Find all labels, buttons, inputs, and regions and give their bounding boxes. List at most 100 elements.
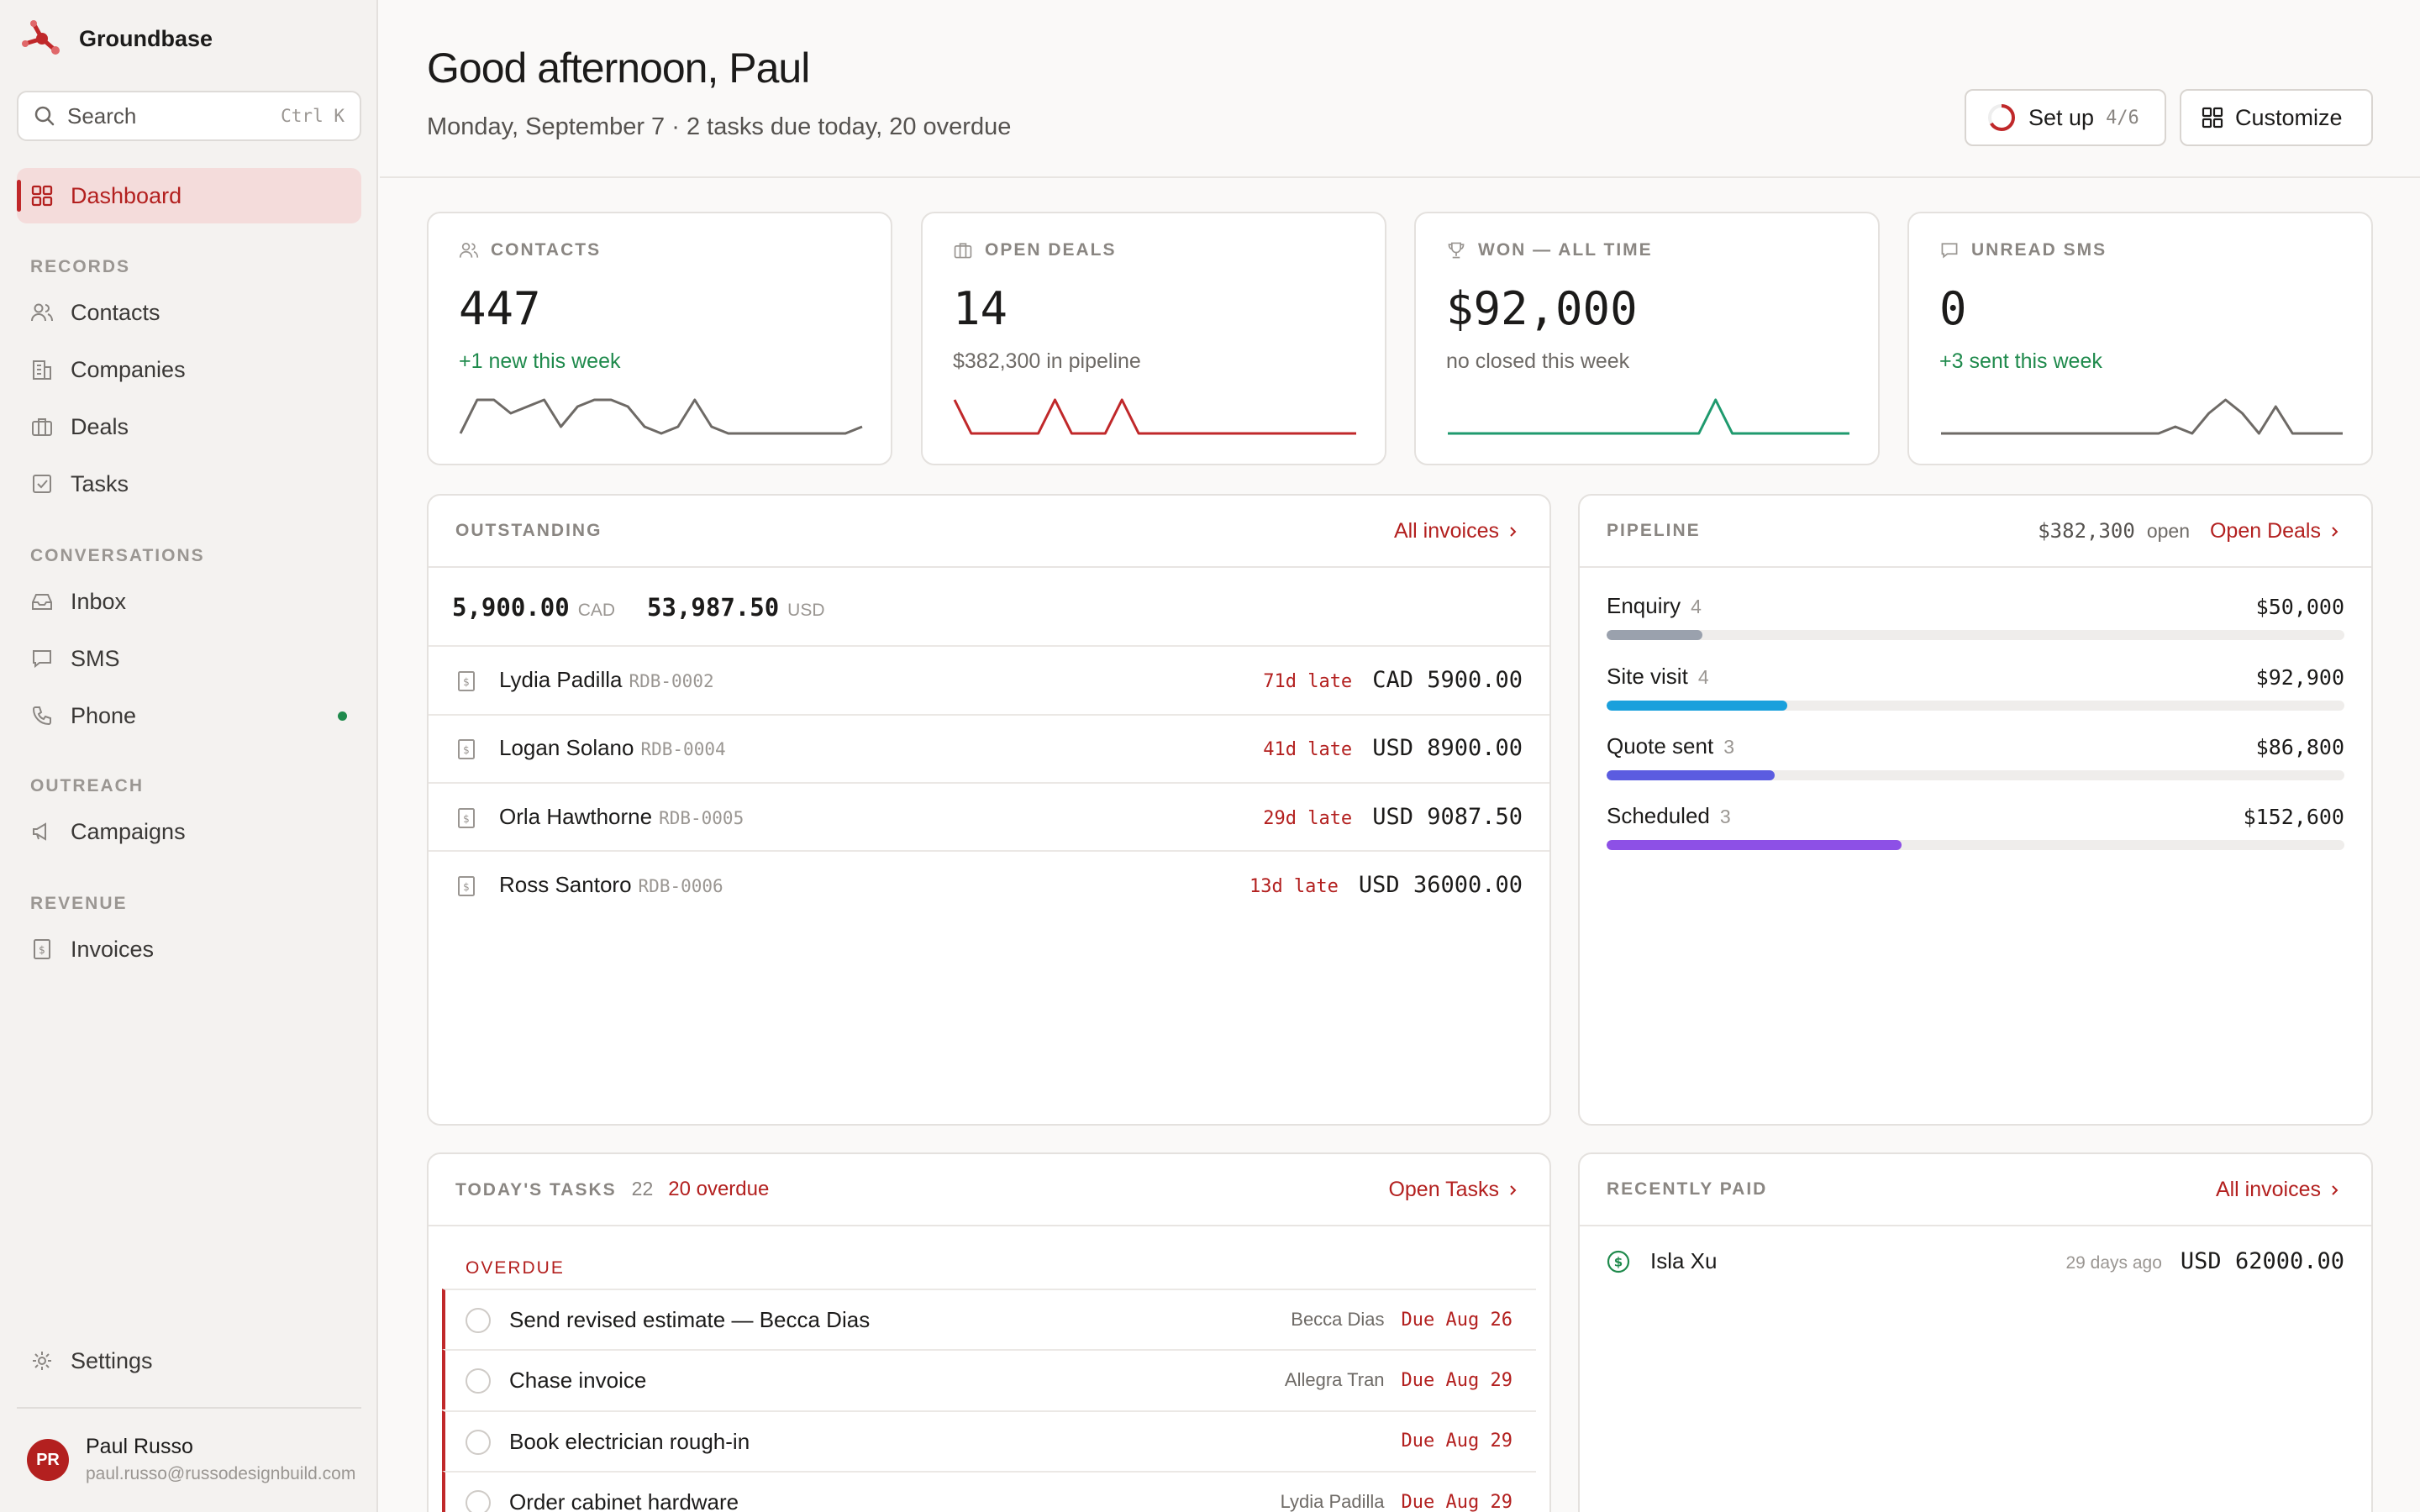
panel-header: OUTSTANDING All invoices xyxy=(429,496,1549,568)
sidebar-item-inbox[interactable]: Inbox xyxy=(30,585,126,618)
task-row[interactable]: Book electrician rough-in Due Aug 29 xyxy=(442,1410,1536,1471)
panel-title: TODAY'S TASKS xyxy=(455,1180,617,1200)
task-row[interactable]: Chase invoice Allegra Tran Due Aug 29 xyxy=(442,1349,1536,1410)
users-icon xyxy=(459,243,479,258)
invoice-row[interactable]: $ Orla Hawthorne RDB-0005 29d late USD 908… xyxy=(429,784,1549,851)
chevron-right-icon xyxy=(1510,526,1517,537)
setup-label: Set up xyxy=(2028,104,2095,130)
sparkline-path xyxy=(459,398,863,435)
sidebar-item-tasks[interactable]: Tasks xyxy=(30,467,129,501)
sidebar-item-label: Contacts xyxy=(71,299,160,325)
phone-icon xyxy=(32,706,51,726)
stage-bar-fill xyxy=(1607,770,1776,780)
pipeline-stage[interactable]: Quote sent 3 $86,800 xyxy=(1607,733,2344,792)
sidebar-item-settings[interactable]: Settings xyxy=(30,1344,153,1378)
panel-header: PIPELINE $382,300 open Open Deals xyxy=(1580,496,2371,568)
pipeline-panel: PIPELINE $382,300 open Open Deals Enquir… xyxy=(1578,494,2373,1126)
trophy-icon xyxy=(1448,242,1465,259)
sidebar-item-sms[interactable]: SMS xyxy=(30,642,120,675)
sidebar-item-label: Inbox xyxy=(71,588,127,614)
pipeline-stage[interactable]: Site visit 4 $92,900 xyxy=(1607,664,2344,722)
sidebar-item-dashboard[interactable]: Dashboard xyxy=(17,168,361,223)
stat-value: 447 xyxy=(459,282,541,335)
task-assignee: Allegra Tran xyxy=(1284,1369,1385,1390)
grid-icon xyxy=(2202,107,2223,129)
page-subtitle: Monday, September 7 · 2 tasks due today,… xyxy=(427,113,1012,140)
svg-text:$: $ xyxy=(463,676,470,688)
building-icon xyxy=(954,243,972,259)
sidebar-item-label: Campaigns xyxy=(71,818,186,844)
pipeline-open-total: $382,300 open xyxy=(2038,519,2190,543)
setup-button[interactable]: Set up 4/6 xyxy=(1965,89,2166,146)
customize-button[interactable]: Customize xyxy=(2180,89,2373,146)
sidebar: Groundbase Search Ctrl K Dashboard RECOR… xyxy=(0,0,378,1512)
task-checkbox[interactable] xyxy=(466,1430,491,1455)
sidebar-item-label: Companies xyxy=(71,356,186,382)
stat-title: CONTACTS xyxy=(491,240,602,260)
open-deals-link[interactable]: Open Deals xyxy=(2210,519,2341,543)
brand[interactable]: Groundbase xyxy=(22,18,213,59)
panel-title: OUTSTANDING xyxy=(455,521,602,540)
stage-count: 4 xyxy=(1697,666,1709,688)
stat-card-open-deals[interactable]: OPEN DEALS 14 $382,300 in pipeline xyxy=(921,212,1386,465)
total-amount: 5,900.00 xyxy=(452,593,570,622)
invoice-icon: $ xyxy=(458,739,475,759)
sparkline xyxy=(953,398,1356,435)
stage-value: $92,900 xyxy=(2255,665,2344,690)
sparkline xyxy=(459,398,863,435)
chevron-right-icon xyxy=(2332,526,2338,537)
sidebar-item-companies[interactable]: Companies xyxy=(30,353,186,386)
search-box[interactable]: Search Ctrl K xyxy=(17,91,361,141)
recently-paid-panel: RECENTLY PAID All invoices $ Isla Xu 29 … xyxy=(1578,1152,2373,1512)
task-checkbox[interactable] xyxy=(466,1308,491,1333)
open-tasks-link[interactable]: Open Tasks xyxy=(1388,1178,1519,1202)
invoice-number: RDB-0006 xyxy=(638,876,723,896)
link-label: Open Deals xyxy=(2209,519,2321,543)
sidebar-item-invoices[interactable]: $ Invoices xyxy=(30,932,154,966)
task-checkbox[interactable] xyxy=(466,1490,491,1512)
sidebar-item-contacts[interactable]: Contacts xyxy=(30,296,160,329)
svg-text:$: $ xyxy=(463,881,470,893)
invoice-row[interactable]: $ Lydia Padilla RDB-0002 71d late CAD 5900… xyxy=(429,647,1549,714)
task-row[interactable]: Order cabinet hardware Lydia Padilla Due … xyxy=(442,1471,1536,1512)
stat-header: WON — ALL TIME xyxy=(1446,240,1653,260)
sidebar-item-phone[interactable]: Phone xyxy=(30,699,136,732)
svg-text:$: $ xyxy=(463,744,470,756)
sidebar-item-deals[interactable]: Deals xyxy=(30,410,129,444)
stat-header: OPEN DEALS xyxy=(953,240,1117,260)
pipeline-stage[interactable]: Scheduled 3 $152,600 xyxy=(1607,803,2344,862)
divider xyxy=(429,850,1549,852)
search-placeholder: Search xyxy=(67,102,137,129)
search-icon xyxy=(34,106,55,126)
pipeline-open-label: open xyxy=(2146,520,2190,542)
paid-row[interactable]: $ Isla Xu 29 days ago USD 62000.00 xyxy=(1607,1245,2344,1285)
invoice-client: Lydia Padilla xyxy=(499,667,623,692)
all-invoices-link[interactable]: All invoices xyxy=(2216,1178,2341,1202)
invoice-icon: $ xyxy=(458,876,475,896)
task-checkbox[interactable] xyxy=(466,1368,491,1394)
invoice-row[interactable]: $ Ross Santoro RDB-0006 13d late USD 36000… xyxy=(429,852,1549,919)
customize-label: Customize xyxy=(2235,104,2343,130)
stage-count: 3 xyxy=(1719,806,1731,827)
stage-bar-track xyxy=(1607,630,2344,640)
invoice-amount: USD 9087.50 xyxy=(1372,804,1523,830)
stat-card-unread-sms[interactable]: UNREAD SMS 0 +3 sent this week xyxy=(1907,212,2373,465)
app-name: Groundbase xyxy=(79,25,213,51)
chat-icon xyxy=(33,650,51,669)
pipeline-open-amount: $382,300 xyxy=(2038,519,2135,543)
pipeline-stage[interactable]: Enquiry 4 $50,000 xyxy=(1607,593,2344,652)
stat-card-contacts[interactable]: CONTACTS 447 +1 new this week xyxy=(427,212,892,465)
stat-card-won[interactable]: WON — ALL TIME $92,000 no closed this we… xyxy=(1414,212,1880,465)
groundbase-logo-icon xyxy=(22,20,60,55)
divider xyxy=(17,1407,361,1409)
sparkline xyxy=(1941,398,2343,435)
invoice-row[interactable]: $ Logan Solano RDB-0004 41d late USD 8900.… xyxy=(429,715,1549,782)
stat-title: WON — ALL TIME xyxy=(1478,240,1653,260)
outstanding-totals: 5,900.00 CAD 53,987.50 USD xyxy=(452,593,849,622)
total-currency: CAD xyxy=(577,601,616,620)
avatar[interactable]: PR xyxy=(27,1439,69,1481)
sidebar-item-campaigns[interactable]: Campaigns xyxy=(30,815,186,848)
all-invoices-link[interactable]: All invoices xyxy=(1394,519,1519,543)
section-records: RECORDS xyxy=(30,257,131,276)
task-row[interactable]: Send revised estimate — Becca Dias Becca… xyxy=(442,1289,1536,1349)
